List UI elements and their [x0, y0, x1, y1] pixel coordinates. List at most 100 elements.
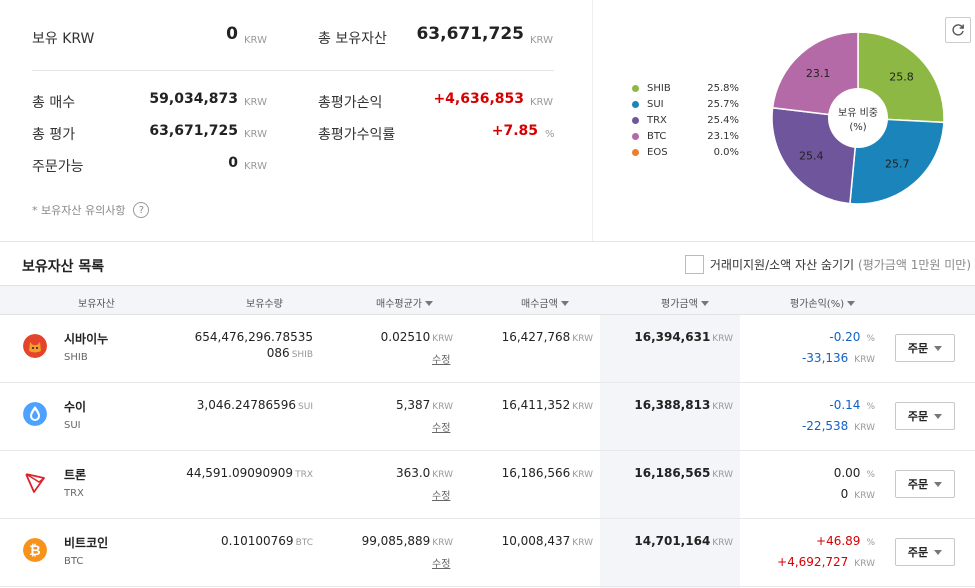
sui-icon [23, 402, 47, 426]
hide-small-assets-toggle[interactable]: 거래미지원/소액 자산 숨기기 (평가금액 1만원 미만) [684, 255, 971, 274]
qty-value: 3,046.24786596 [196, 398, 297, 412]
total-pl-label: 총평가손익 [318, 95, 383, 111]
legend-swatch [632, 84, 639, 92]
coin-name: 시바이누 [64, 332, 109, 346]
buy-amount-unit: KRW [572, 402, 593, 412]
eval-amount: 16,388,813 KRW [634, 398, 733, 412]
buy-amount-value: 16,186,566 [501, 466, 571, 480]
qty-line1: 0.10100769 BTC [221, 534, 313, 548]
legend-percent: 23.1% [707, 130, 739, 142]
col-buy-sort[interactable]: 매수금액 [521, 295, 569, 310]
shib-icon [23, 334, 47, 358]
col-pl-label[interactable]: 평가손익(%) [790, 299, 845, 310]
legend-item: BTC 23.1% [632, 128, 739, 144]
svg-text:₿: ₿ [29, 543, 40, 559]
asset-notice[interactable]: * 보유자산 유의사항 ? [32, 202, 150, 218]
col-qty: 보유수량 [246, 299, 283, 310]
coin-name: 비트코인 [64, 536, 109, 550]
order-button-label[interactable]: 주문 [907, 410, 929, 423]
eval-amount-unit: KRW [712, 470, 733, 480]
holding-ratio-chart: SHIB 25.8% SUI 25.7% TRX 25.4% BTC 23.1% EOS 0.0%… [594, 0, 975, 241]
chevron-down-icon[interactable] [934, 481, 943, 487]
edit-avg-price-link[interactable]: 수정 [432, 355, 451, 366]
refresh-icon[interactable] [951, 23, 965, 37]
total-rate-unit: % [545, 129, 555, 140]
pl-rate-unit: % [866, 538, 875, 548]
avg-price: 99,085,889 KRW [362, 534, 453, 548]
pie-center-unit: (%) [849, 122, 866, 133]
chevron-down-icon[interactable] [934, 345, 943, 351]
chevron-down-icon[interactable] [934, 549, 943, 555]
buy-amount: 16,411,352 KRW [502, 398, 593, 412]
col-buy-label[interactable]: 매수금액 [521, 299, 558, 310]
order-button[interactable]: 주문 [895, 538, 955, 566]
total-assets-unit: KRW [530, 35, 553, 46]
order-button[interactable]: 주문 [895, 334, 955, 362]
avg-price-unit: KRW [432, 470, 453, 480]
eval-column-highlight [600, 315, 740, 588]
edit-avg-price-link[interactable]: 수정 [432, 423, 451, 434]
legend-name: TRX [647, 114, 667, 126]
legend-swatch [632, 132, 639, 140]
pl-rate-value: +46.89 [816, 534, 861, 548]
legend-name: SHIB [647, 82, 671, 94]
avg-price-value: 5,387 [395, 398, 431, 412]
pl-amount-value: +4,692,727 [777, 555, 849, 569]
help-icon[interactable]: ? [133, 202, 150, 218]
coin-symbol: SUI [64, 420, 81, 431]
asset-table: 보유자산 보유수량 매수평균가 매수금액 평가금액 평가손익(%) 시바이누 S… [0, 285, 975, 588]
hide-small-assets-checkbox[interactable] [684, 255, 704, 274]
edit-avg-price-link[interactable]: 수정 [432, 559, 451, 570]
col-eval-sort[interactable]: 평가금액 [661, 295, 709, 310]
sort-arrow-icon[interactable] [847, 301, 856, 306]
pie-slice-label: 23.1 [806, 67, 831, 80]
asset-summary-panel: 보유 KRW 0 KRW 총 보유자산 63,671,725 KRW 총 매수 … [0, 0, 593, 241]
sort-arrow-icon[interactable] [425, 301, 433, 306]
qty-unit: BTC [295, 538, 313, 548]
refresh-button[interactable] [945, 17, 971, 43]
order-button[interactable]: 주문 [895, 470, 955, 498]
avg-price: 363.0 KRW [396, 466, 453, 480]
eval-amount-value: 16,394,631 [634, 330, 711, 344]
table-row[interactable]: 트론 TRX 44,591.09090909 TRX 363.0 KRW 수정 16… [0, 451, 975, 519]
col-eval-label[interactable]: 평가금액 [661, 299, 698, 310]
col-avg-label[interactable]: 매수평균가 [376, 299, 422, 310]
buy-amount-value: 16,411,352 [501, 398, 571, 412]
order-button-label[interactable]: 주문 [907, 478, 929, 491]
qty-unit: TRX [295, 470, 313, 480]
col-pl-sort[interactable]: 평가손익(%) [790, 295, 856, 310]
table-row[interactable]: ₿ 비트코인 BTC 0.10100769 BTC 99,085,889 KRW 수… [0, 519, 975, 587]
legend-name: BTC [647, 130, 667, 142]
qty-line2: 086 SHIB [267, 346, 313, 360]
legend-percent: 0.0% [713, 146, 739, 158]
col-avg-sort[interactable]: 매수평균가 [376, 295, 433, 310]
sort-arrow-icon[interactable] [700, 301, 709, 306]
legend-item: TRX 25.4% [632, 112, 739, 128]
legend-swatch [632, 100, 639, 108]
total-eval-value: 63,671,725 [149, 123, 238, 139]
avg-price-value: 0.02510 [380, 330, 431, 344]
qty-unit: SHIB [291, 350, 313, 360]
total-rate-label: 총평가수익률 [318, 127, 396, 143]
buy-amount-value: 16,427,768 [501, 330, 571, 344]
pl-amount: +4,692,727 KRW [777, 555, 875, 569]
qty-value-cont: 086 [266, 346, 290, 360]
order-button-label[interactable]: 주문 [907, 342, 929, 355]
order-button[interactable]: 주문 [895, 402, 955, 430]
chevron-down-icon[interactable] [934, 413, 943, 419]
asset-notice-text[interactable]: * 보유자산 유의사항 [32, 204, 126, 217]
summary-divider [32, 70, 554, 71]
order-button-label[interactable]: 주문 [907, 546, 929, 559]
hide-small-assets-label[interactable]: 거래미지원/소액 자산 숨기기 [709, 258, 855, 272]
edit-avg-price-link[interactable]: 수정 [432, 491, 451, 502]
table-row[interactable]: 시바이누 SHIB 654,476,296.78535 086 SHIB 0.02… [0, 315, 975, 383]
pl-amount-unit: KRW [854, 491, 875, 501]
table-row[interactable]: 수이 SUI 3,046.24786596 SUI 5,387 KRW 수정 16,… [0, 383, 975, 451]
coin-name: 수이 [64, 400, 87, 414]
avg-price-value: 99,085,889 [361, 534, 431, 548]
eval-amount-unit: KRW [712, 334, 733, 344]
qty-value: 0.10100769 [221, 534, 294, 548]
pl-rate: +46.89% [816, 534, 875, 548]
sort-arrow-icon[interactable] [560, 301, 569, 306]
total-pl-value: +4,636,853 [433, 91, 524, 107]
